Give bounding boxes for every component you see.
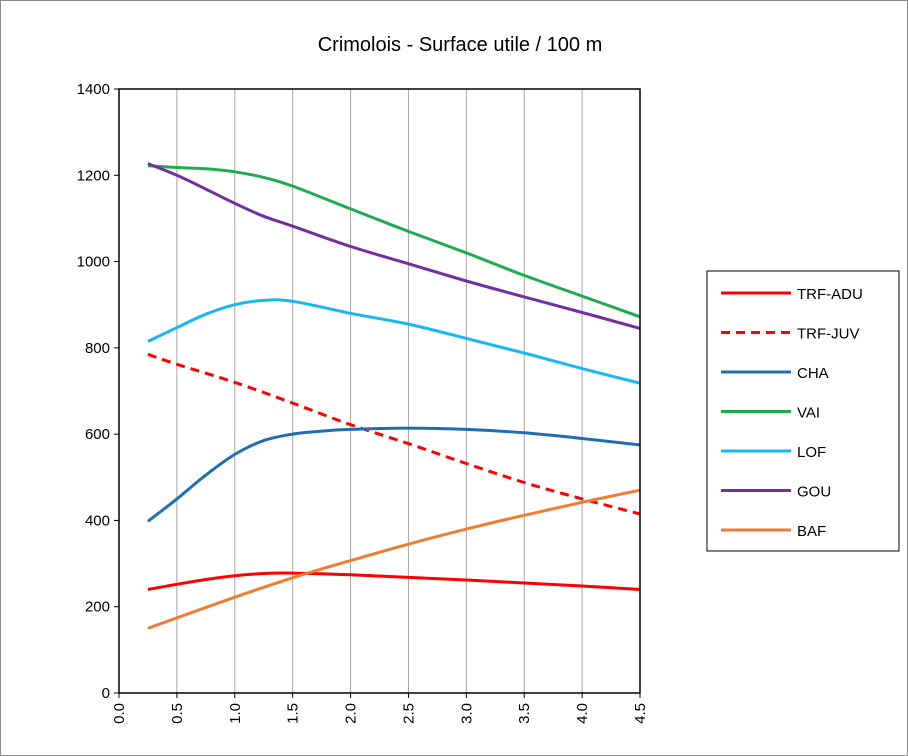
y-tick-label: 400 (85, 512, 110, 529)
y-tick-label: 1000 (77, 254, 110, 271)
grid-lines (176, 89, 641, 693)
legend-label: CHA (797, 365, 829, 382)
chart-title: Crimolois - Surface utile / 100 m (318, 34, 603, 56)
y-tick-label: 200 (85, 599, 110, 616)
x-tick-label: 1.5 (285, 703, 302, 724)
legend-label: VAI (797, 405, 820, 422)
legend-label: TRF-JUV (797, 326, 860, 343)
x-tick-label: 4.0 (574, 703, 591, 724)
legend-label: BAF (797, 523, 826, 540)
y-tick-label: 0 (102, 685, 110, 702)
y-tick-label: 800 (85, 340, 110, 357)
series-line-trf-adu (147, 571, 641, 591)
axes: 0.0 0.5 1.0 1.5 2.0 2.5 3.0 3.5 4.0 4.5 0 200 400 600… (77, 81, 649, 724)
y-tick-label: 1400 (77, 81, 110, 98)
x-tick-label: 3.0 (458, 703, 475, 724)
x-tick-label: 4.5 (632, 703, 649, 724)
series-line-gou (147, 162, 641, 330)
series-line-baf (147, 488, 641, 630)
x-tick-label: 0.5 (169, 703, 186, 724)
series-line-lof (147, 298, 641, 385)
x-tick-label: 2.0 (343, 703, 360, 724)
y-tick-label: 600 (85, 426, 110, 443)
x-tick-label: 0.0 (111, 703, 128, 724)
x-tick-label: 2.5 (400, 703, 417, 724)
y-tick-label: 1200 (77, 167, 110, 184)
x-tick-label: 3.5 (516, 703, 533, 724)
legend: TRF-ADU TRF-JUV CHA VAI LOF GOU BAF (706, 270, 900, 552)
legend-label: LOF (797, 444, 826, 461)
plot-area-border (118, 88, 641, 694)
x-tick-label: 1.0 (227, 703, 244, 724)
series-line-cha (146, 426, 641, 523)
series-line-trf-juv (147, 352, 641, 516)
legend-label: TRF-ADU (797, 286, 863, 303)
series-lines (146, 162, 641, 630)
series-line-vai (147, 164, 641, 319)
legend-label: GOU (797, 484, 831, 501)
